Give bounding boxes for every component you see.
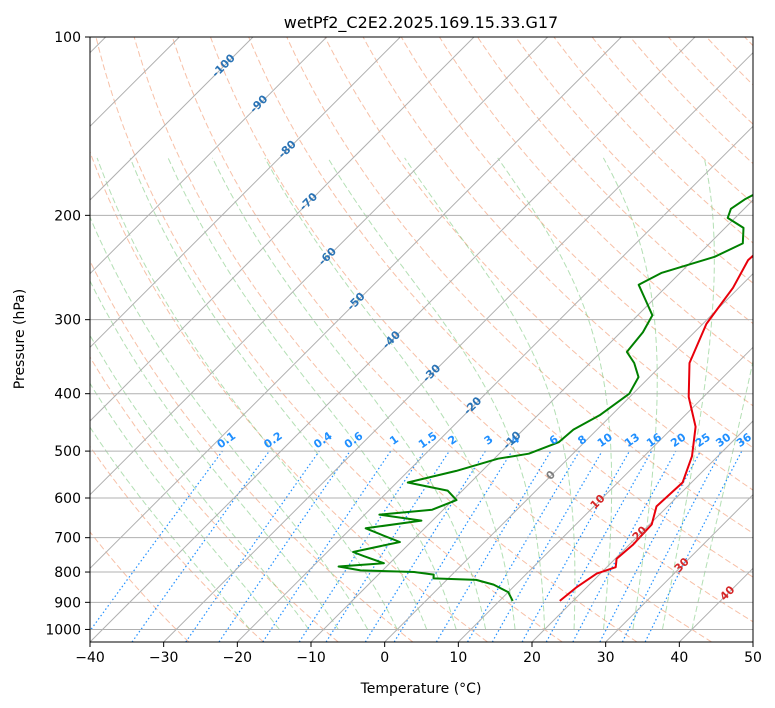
y-tick-label: 700 xyxy=(54,531,81,547)
x-tick-label: 10 xyxy=(449,650,467,666)
isotherm-line xyxy=(90,37,622,570)
isotherm-line xyxy=(90,37,328,275)
moist-adiabat-line xyxy=(90,426,251,630)
sounding-line xyxy=(559,254,753,602)
dry-adiabat-line xyxy=(286,37,753,534)
isotherm-line xyxy=(457,346,753,642)
mixing-ratio-line xyxy=(90,450,223,632)
dry-adiabat-line xyxy=(400,37,753,407)
isotherm-line xyxy=(90,37,401,349)
isotherms xyxy=(90,37,753,642)
mixing-ratio-line xyxy=(218,450,351,642)
y-tick-label: 800 xyxy=(54,565,81,581)
isotherm-line xyxy=(90,37,696,642)
y-tick-label: 1000 xyxy=(45,622,81,638)
chart-title: wetPf2_C2E2.2025.169.15.33.G17 xyxy=(284,13,558,33)
mixing-ratio-line xyxy=(298,450,425,642)
isotherm-line xyxy=(605,493,753,642)
dry-adiabat-line xyxy=(90,356,339,642)
pressure-gridlines xyxy=(90,37,753,630)
dry-adiabat-line xyxy=(438,37,753,366)
sounding-series xyxy=(337,193,753,602)
dry-adiabat-line xyxy=(324,37,753,491)
mixing-ratio-line xyxy=(545,450,653,642)
dry-adiabat-line xyxy=(210,37,753,623)
dry-adiabat-line xyxy=(133,37,638,642)
isotherm-line xyxy=(310,199,753,642)
y-axis-ticks: 100 200 300 400 500 600 700 800 900 1000 xyxy=(45,30,90,638)
x-axis-title: Temperature (°C) xyxy=(360,681,482,697)
mixing-ratio-line xyxy=(393,450,513,642)
dry-adiabat-line xyxy=(95,37,563,642)
y-tick-label: 400 xyxy=(54,387,81,403)
mixing-ratio-line xyxy=(185,450,320,642)
x-axis-ticks: −40 −30 −20 −10 0 10 20 30 40 50 xyxy=(75,642,762,666)
y-tick-label: 200 xyxy=(54,208,81,224)
x-tick-label: 0 xyxy=(380,650,389,666)
mixing-ratio-line xyxy=(572,450,677,642)
sounding-line xyxy=(337,193,753,602)
moist-adiabat-line xyxy=(211,157,487,630)
moist-adiabat-line xyxy=(90,382,280,630)
moist-adiabat-line xyxy=(129,157,428,630)
isotherm-line xyxy=(384,272,753,642)
y-axis-title: Pressure (hPa) xyxy=(12,289,28,389)
isotherm-line xyxy=(90,37,475,422)
dry-adiabat-line xyxy=(362,37,753,449)
plot-area xyxy=(90,37,753,642)
mixing-ratio-line xyxy=(131,450,270,642)
mixing-ratio-line xyxy=(262,450,392,642)
y-tick-label: 100 xyxy=(54,30,81,46)
isotherm-line xyxy=(531,420,753,642)
x-tick-label: −20 xyxy=(223,650,253,666)
y-tick-label: 500 xyxy=(54,444,81,460)
dry-adiabat-line xyxy=(90,531,190,642)
moist-adiabat-line xyxy=(691,358,753,630)
mixing-ratio-line xyxy=(644,450,743,642)
x-tick-label: 40 xyxy=(670,650,688,666)
dry-adiabat-line xyxy=(90,259,414,642)
x-tick-label: 30 xyxy=(597,650,615,666)
y-tick-label: 300 xyxy=(54,313,81,329)
y-tick-label: 900 xyxy=(54,595,81,611)
isotherm-line xyxy=(236,125,753,642)
y-tick-label: 600 xyxy=(54,491,81,507)
x-tick-label: 20 xyxy=(523,650,541,666)
isotherm-line xyxy=(90,37,254,201)
isotherm-line xyxy=(90,37,549,496)
x-tick-label: −30 xyxy=(149,650,179,666)
x-tick-label: −40 xyxy=(75,650,105,666)
dry-adiabats xyxy=(90,37,753,642)
dry-adiabat-line xyxy=(248,37,753,578)
moist-adiabat-line xyxy=(327,157,546,630)
x-tick-label: 50 xyxy=(744,650,762,666)
moist-adiabat-line xyxy=(90,279,339,630)
mixing-ratio-line xyxy=(521,450,631,642)
x-tick-label: −10 xyxy=(296,650,326,666)
moist-adiabat-line xyxy=(90,334,310,630)
plot-frame xyxy=(89,36,754,643)
dry-adiabat-line xyxy=(171,37,712,642)
isotherm-line xyxy=(163,51,753,642)
